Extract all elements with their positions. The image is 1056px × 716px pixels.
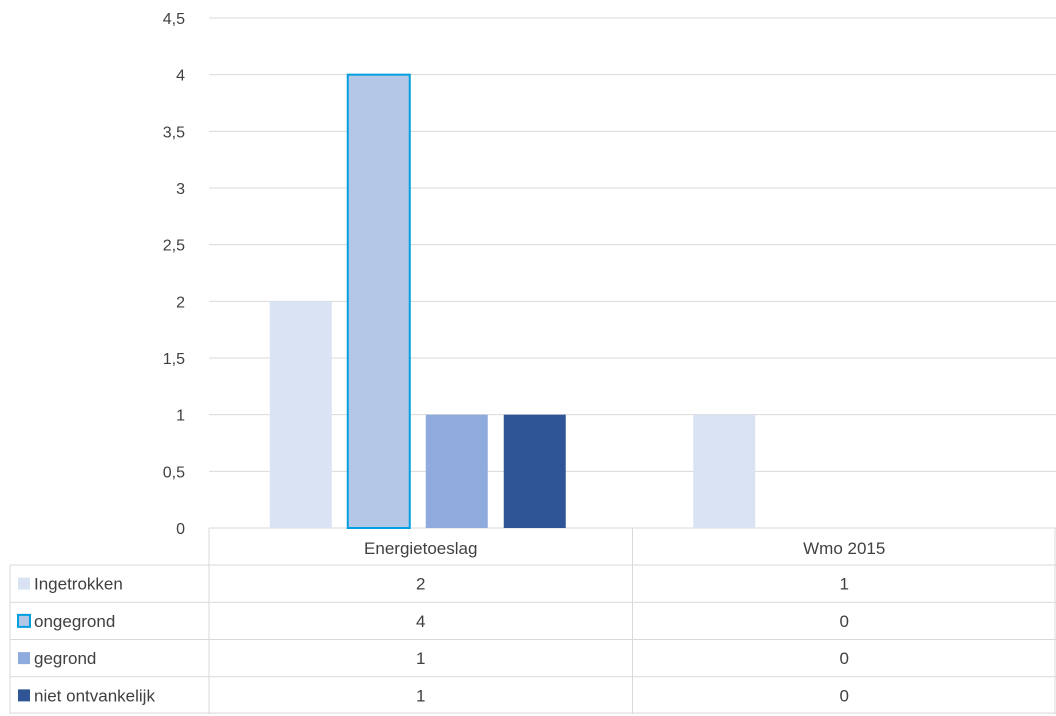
legend-label: niet ontvankelijk xyxy=(34,686,155,705)
legend-label: ongegrond xyxy=(34,612,115,631)
gridlines xyxy=(209,17,1056,529)
table-cell-value: 1 xyxy=(416,649,425,668)
y-tick-label: 3,5 xyxy=(163,124,185,141)
y-tick-label: 2,5 xyxy=(163,238,185,255)
bar-gegrond xyxy=(425,414,488,528)
y-tick-label: 4 xyxy=(176,68,185,85)
y-tick-label: 3 xyxy=(176,181,185,198)
legend-label: Ingetrokken xyxy=(34,575,123,594)
table-cell-value: 1 xyxy=(840,575,849,594)
legend-label: gegrond xyxy=(34,649,96,668)
y-tick-label: 4,5 xyxy=(163,11,185,28)
x-category-label: Wmo 2015 xyxy=(803,539,885,558)
y-tick-label: 1,5 xyxy=(163,351,185,368)
table-cell-value: 0 xyxy=(840,686,849,705)
legend-key xyxy=(17,613,31,628)
bar-niet-ontvankelijk xyxy=(503,414,566,528)
y-tick-label: 2 xyxy=(176,294,185,311)
data-table: Energietoeslag Wmo 2015 Ingetrokken 2 1 ongeg… xyxy=(9,528,1056,714)
legend-key xyxy=(18,689,30,702)
legend-key xyxy=(18,577,30,590)
y-tick-label: 1 xyxy=(176,408,185,425)
table-cell-value: 0 xyxy=(840,649,849,668)
table-cell-value: 2 xyxy=(416,575,425,594)
y-tick-label: 0,5 xyxy=(163,464,185,481)
legend-key xyxy=(18,652,30,665)
x-category-label: Energietoeslag xyxy=(364,539,477,558)
bars xyxy=(269,73,756,530)
y-axis-ticks: 0 0,5 1 1,5 2 2,5 3 3,5 4 4,5 xyxy=(163,11,185,538)
bar-ingetrokken xyxy=(693,414,756,528)
y-tick-label: 0 xyxy=(176,521,185,538)
table-cell-value: 0 xyxy=(840,612,849,631)
bar-ongegrond xyxy=(346,73,411,530)
table-cell-value: 4 xyxy=(416,612,425,631)
table-cell-value: 1 xyxy=(416,686,425,705)
bar-ingetrokken xyxy=(269,301,332,528)
